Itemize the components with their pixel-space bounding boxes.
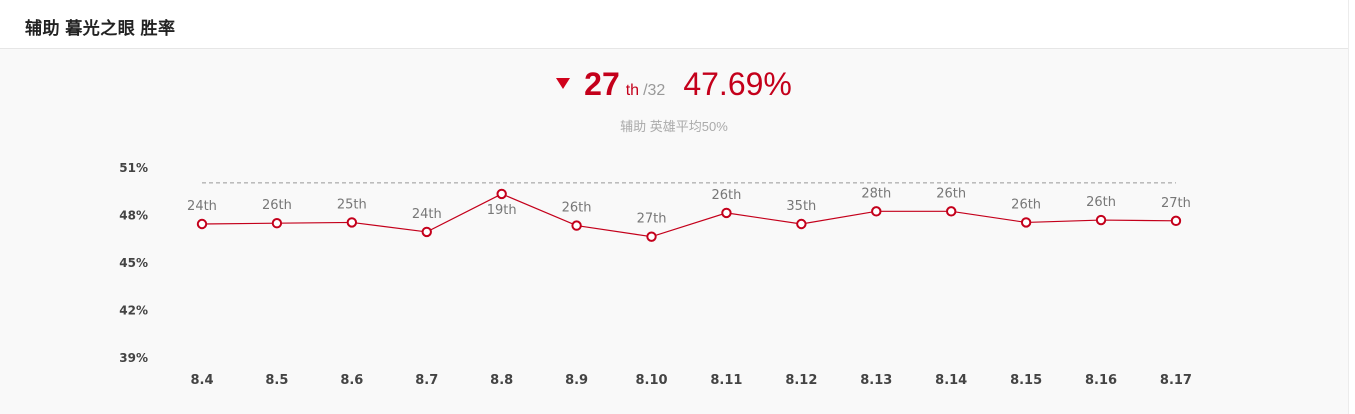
point-rank-label: 26th bbox=[262, 198, 292, 213]
point-rank-label: 24th bbox=[412, 207, 442, 222]
x-tick-label: 8.9 bbox=[565, 373, 588, 388]
x-tick-label: 8.10 bbox=[635, 373, 667, 388]
y-tick-label: 51% bbox=[119, 161, 148, 175]
point-rank-label: 19th bbox=[487, 203, 517, 218]
x-tick-label: 8.6 bbox=[340, 373, 363, 388]
y-tick-label: 39% bbox=[119, 351, 148, 365]
data-point bbox=[1095, 214, 1107, 226]
y-tick-label: 45% bbox=[119, 256, 148, 270]
point-rank-label: 26th bbox=[562, 201, 592, 216]
scrollbar[interactable] bbox=[1348, 0, 1355, 414]
rank-summary: 27 th /32 47.69% bbox=[0, 66, 1348, 106]
point-rank-label: 26th bbox=[936, 186, 966, 201]
x-tick-label: 8.16 bbox=[1085, 373, 1117, 388]
rank-total: /32 bbox=[643, 82, 666, 99]
data-point bbox=[271, 218, 283, 229]
point-rank-label: 25th bbox=[337, 197, 367, 212]
data-point bbox=[946, 206, 957, 217]
data-point bbox=[721, 207, 732, 219]
x-tick-label: 8.17 bbox=[1160, 373, 1192, 388]
x-tick-label: 8.15 bbox=[1010, 373, 1042, 388]
x-tick-label: 8.4 bbox=[190, 373, 213, 388]
chart-title: 辅助 暮光之眼 胜率 bbox=[25, 19, 176, 38]
data-point bbox=[1020, 217, 1032, 228]
series-line bbox=[201, 193, 1176, 238]
point-rank-label: 26th bbox=[1086, 195, 1116, 210]
data-point bbox=[871, 206, 882, 217]
chart-panel bbox=[0, 49, 1348, 414]
point-rank-label: 26th bbox=[1011, 197, 1041, 212]
rank-down-arrow-icon bbox=[556, 78, 571, 89]
data-point bbox=[796, 218, 807, 230]
data-point bbox=[421, 226, 432, 238]
average-subtitle: 辅助 英雄平均50% bbox=[620, 119, 728, 134]
rank-suffix: th bbox=[625, 82, 640, 99]
x-tick-label: 8.14 bbox=[935, 373, 967, 388]
point-rank-label: 26th bbox=[711, 188, 741, 203]
x-tick-label: 8.13 bbox=[860, 373, 892, 388]
data-point bbox=[496, 188, 507, 200]
x-tick-label: 8.7 bbox=[415, 373, 438, 388]
data-point bbox=[1170, 215, 1182, 227]
data-point bbox=[196, 218, 208, 230]
y-tick-label: 48% bbox=[119, 209, 148, 223]
x-tick-label: 8.11 bbox=[710, 373, 742, 388]
rank-number: 27 bbox=[584, 66, 620, 102]
point-rank-label: 35th bbox=[786, 199, 816, 214]
point-rank-label: 24th bbox=[187, 199, 217, 214]
chart-header: 辅助 暮光之眼 胜率 bbox=[0, 0, 1348, 49]
x-tick-label: 8.12 bbox=[785, 373, 817, 388]
point-rank-label: 27th bbox=[1161, 196, 1191, 211]
data-point bbox=[571, 220, 582, 231]
data-point bbox=[346, 217, 358, 228]
y-tick-label: 42% bbox=[119, 304, 148, 318]
win-rate-value: 47.69% bbox=[683, 66, 792, 102]
point-rank-label: 28th bbox=[861, 186, 891, 201]
data-point bbox=[646, 231, 657, 242]
point-rank-label: 27th bbox=[637, 212, 667, 227]
x-tick-label: 8.5 bbox=[265, 373, 288, 388]
x-tick-label: 8.8 bbox=[490, 373, 513, 388]
